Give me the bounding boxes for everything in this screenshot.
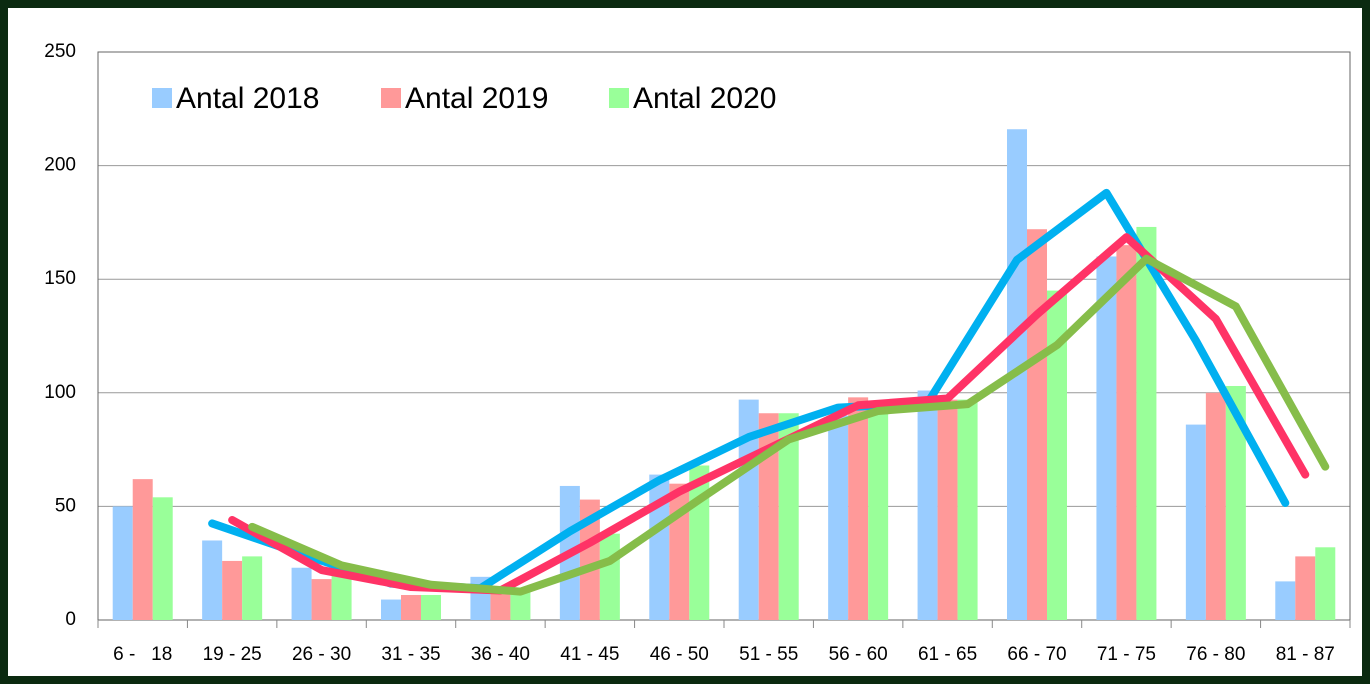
y-tick-label: 200 <box>44 155 76 176</box>
legend-swatch <box>609 88 629 108</box>
x-tick-label: 61 - 65 <box>918 644 977 665</box>
bar <box>401 595 421 620</box>
bar <box>242 556 263 620</box>
bar <box>331 574 352 620</box>
x-tick-label: 41 - 45 <box>560 644 619 665</box>
bar <box>202 540 223 620</box>
legend-label: Antal 2020 <box>633 82 776 115</box>
bar <box>222 560 243 620</box>
bar <box>957 399 978 620</box>
x-tick-label: 71 - 75 <box>1097 644 1156 665</box>
bar <box>1295 556 1316 620</box>
bar <box>599 533 620 620</box>
y-tick-label: 250 <box>44 41 76 62</box>
legend-label: Antal 2019 <box>405 82 548 115</box>
trend-line <box>248 254 1330 596</box>
x-tick-label: 19 - 25 <box>203 644 262 665</box>
x-tick-label: 81 - 87 <box>1276 644 1335 665</box>
x-tick-label: 51 - 55 <box>739 644 798 665</box>
x-tick-label: 76 - 80 <box>1186 644 1245 665</box>
bar <box>311 579 332 620</box>
bar <box>1185 424 1206 620</box>
bar <box>778 413 799 620</box>
bar <box>132 479 153 620</box>
bar <box>1275 581 1296 620</box>
x-tick-label: 46 - 50 <box>650 644 709 665</box>
bar <box>1096 256 1117 620</box>
bar <box>1047 290 1067 620</box>
x-tick-label: 66 - 70 <box>1007 644 1066 665</box>
bar <box>937 399 958 620</box>
x-tick-label: 26 - 30 <box>292 644 351 665</box>
bar <box>828 415 849 620</box>
bar <box>758 413 779 620</box>
bar <box>152 497 173 620</box>
bar <box>917 390 938 620</box>
bar <box>868 408 889 620</box>
bar <box>421 595 441 620</box>
bar <box>579 499 600 620</box>
legend-swatch <box>381 88 401 108</box>
bar <box>112 506 133 620</box>
y-tick-label: 50 <box>55 495 76 516</box>
bar <box>1116 245 1137 620</box>
legend-label: Antal 2018 <box>176 82 319 115</box>
bar <box>649 474 670 620</box>
bar <box>1027 229 1047 620</box>
bar <box>381 599 401 620</box>
bar <box>1136 226 1157 620</box>
x-tick-label: 56 - 60 <box>829 644 888 665</box>
bar <box>510 588 531 620</box>
x-tick-label: 36 - 40 <box>471 644 530 665</box>
bar <box>1315 547 1336 620</box>
bar <box>1225 385 1246 620</box>
bar <box>1205 392 1226 620</box>
legend-swatch <box>152 88 172 108</box>
y-tick-label: 100 <box>44 382 76 403</box>
x-tick-label: 31 - 35 <box>381 644 440 665</box>
x-tick-label: 6 - 18 <box>113 644 172 665</box>
y-tick-label: 0 <box>65 609 76 630</box>
bar <box>848 397 869 620</box>
y-tick-label: 150 <box>44 268 76 289</box>
bar <box>291 567 312 620</box>
